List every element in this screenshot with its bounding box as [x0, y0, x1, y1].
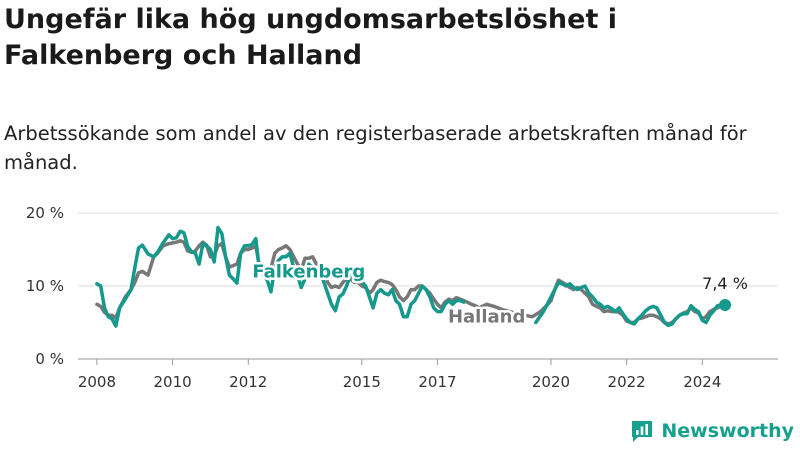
y-tick-label: 20 % [26, 204, 64, 222]
x-tick-label: 2010 [154, 373, 192, 391]
series-line-falkenberg [534, 280, 727, 328]
label-layer: Falkenberg Halland 7,4 % [250, 259, 748, 330]
x-tick-label: 2020 [532, 373, 570, 391]
chart-title: Ungefär lika hög ungdomsarbetslöshet i F… [4, 4, 618, 71]
x-tick-label: 2017 [418, 373, 456, 391]
brand-logo: Newsworthy [629, 418, 794, 444]
x-tick-label: 2012 [229, 373, 267, 391]
series-layer [95, 225, 727, 328]
chart-subtitle: Arbetssökande som andel av den registerb… [4, 122, 747, 174]
series-label-halland: Halland [448, 307, 525, 328]
series-line-falkenberg [95, 225, 262, 328]
series-label-falkenberg: Falkenberg [252, 261, 365, 282]
x-tick-label: 2022 [608, 373, 646, 391]
x-tick-label: 2024 [683, 373, 721, 391]
x-tick-label: 2008 [78, 373, 116, 391]
grid-layer: 0 % 10 % 20 % 2008 2010 2012 2015 2017 2020 2022 2… [26, 204, 778, 391]
y-tick-label: 0 % [35, 350, 64, 368]
end-value-label: 7,4 % [702, 274, 748, 293]
series-line-falkenberg [261, 251, 466, 319]
x-tick-label: 2015 [343, 373, 381, 391]
brand-name: Newsworthy [661, 420, 794, 442]
newsworthy-logo-icon [632, 421, 653, 442]
y-tick-label: 10 % [26, 277, 64, 295]
end-point-marker [719, 298, 732, 311]
